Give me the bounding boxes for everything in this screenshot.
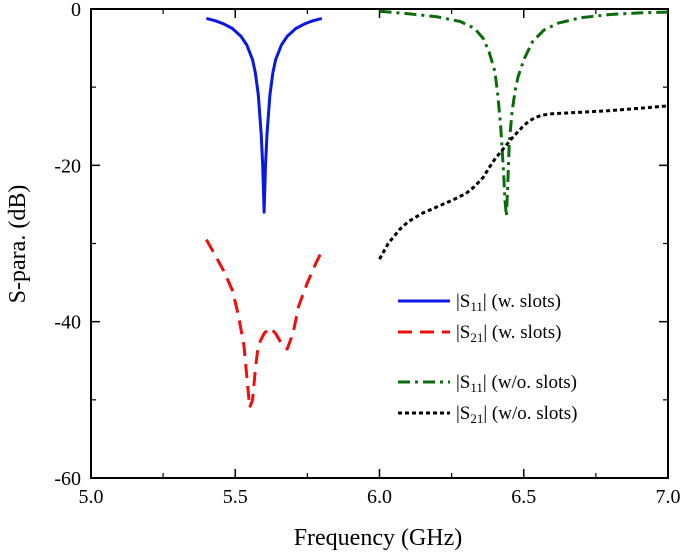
series-line-1 xyxy=(206,16,323,214)
axes: 5.0 5.5 6.0 6.5 7.0 0 -20 -40 -60 xyxy=(54,0,680,508)
legend: |S11| (w. slots) |S21| (w. slots) |S11| (w… xyxy=(398,291,577,426)
plot-series xyxy=(205,9,668,410)
y-tick-label: -40 xyxy=(54,312,81,334)
x-tick-label: 7.0 xyxy=(656,486,681,508)
y-tick-label: -60 xyxy=(54,468,81,490)
y-tick-label: 0 xyxy=(71,0,81,21)
series-line-2 xyxy=(205,238,324,410)
legend-label-2: |S21| (w. slots) xyxy=(456,322,561,345)
plot-frame xyxy=(90,8,669,479)
x-tick-label: 5.0 xyxy=(79,486,104,508)
x-axis-title: Frequency (GHz) xyxy=(294,525,463,551)
y-axis-title: S-para. (dB) xyxy=(5,185,31,304)
x-tick-label: 6.5 xyxy=(511,486,536,508)
legend-label-3: |S11| (w/o. slots) xyxy=(456,372,577,395)
legend-label-4: |S21| (w/o. slots) xyxy=(456,403,577,426)
y-tick-label: -20 xyxy=(54,155,81,177)
series-line-3 xyxy=(379,9,668,218)
x-tick-label: 5.5 xyxy=(223,486,248,508)
x-tick-label: 6.0 xyxy=(367,486,392,508)
series-line-4 xyxy=(378,104,668,260)
legend-label-1: |S11| (w. slots) xyxy=(456,291,561,314)
